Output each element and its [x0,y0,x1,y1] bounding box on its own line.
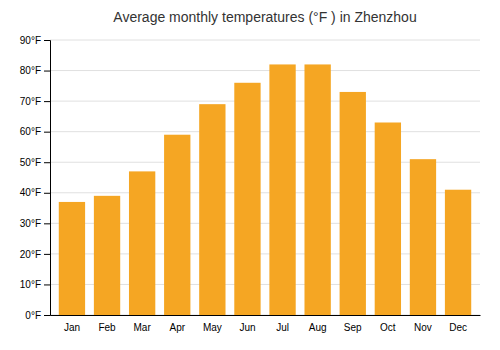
tick: Jul [276,322,289,333]
tick: 60°F [20,126,50,137]
y-axis: 0°F 10°F 20°F 30°F 40°F 50°F 60°F 70°F 80°F 90°F [20,35,51,321]
bar [94,196,120,315]
tick-label: May [203,322,222,333]
tick-mark [44,162,50,163]
bar [164,135,190,315]
tick-label: 20°F [20,249,41,260]
tick-label: Apr [169,322,185,333]
axis-domain [44,41,51,316]
tick-label: 60°F [20,126,41,137]
tick-label: Sep [344,322,362,333]
tick-mark [44,193,50,194]
tick: 0°F [25,310,50,321]
grid [50,40,480,315]
tick: Feb [98,322,116,333]
bar [340,92,366,315]
tick: 80°F [20,65,50,76]
tick: Dec [449,322,467,333]
tick: Aug [309,322,327,333]
tick: Jan [64,322,80,333]
tick: Jun [239,322,255,333]
tick: 70°F [20,96,50,107]
bar [410,159,436,315]
tick-label: Jan [64,322,80,333]
grid-line [50,101,480,102]
tick-mark [44,40,50,41]
tick: 10°F [20,279,50,290]
grid-line [50,131,480,132]
tick-label: Nov [414,322,432,333]
title: Average monthly temperatures (°F ) in Zh… [113,9,416,25]
tick-label: Mar [134,322,152,333]
tick-label: 90°F [20,35,41,46]
bar [234,83,260,315]
axis-domain [51,315,481,316]
tick: Nov [414,322,432,333]
tick-label: Dec [449,322,467,333]
tick-mark [44,132,50,133]
tick: 40°F [20,187,50,198]
tick-label: 0°F [25,310,41,321]
bar [59,202,85,315]
tick-mark [44,101,50,102]
tick-label: 80°F [20,65,41,76]
tick: Oct [380,322,396,333]
tick: Apr [169,322,185,333]
bars [59,64,471,315]
tick-label: Feb [98,322,116,333]
tick-label: 30°F [20,218,41,229]
tick-mark [44,284,50,285]
tick: Mar [134,322,152,333]
tick-mark [44,254,50,255]
chart: 0°F 10°F 20°F 30°F 40°F 50°F 60°F 70°F 80°F 90°F J… [0,0,500,350]
bar [375,123,401,316]
tick: 20°F [20,249,50,260]
bar [269,64,295,315]
chart-container: 0°F 10°F 20°F 30°F 40°F 50°F 60°F 70°F 80°F 90°F J… [0,0,500,350]
tick-label: Jul [276,322,289,333]
bar [445,190,471,315]
tick-label: Aug [309,322,327,333]
tick-label: 40°F [20,187,41,198]
tick: 50°F [20,157,50,168]
tick-mark [44,71,50,72]
tick-label: Jun [239,322,255,333]
grid-line [50,40,480,41]
bar [129,171,155,315]
bar [304,64,330,315]
tick-mark [44,223,50,224]
tick-label: 10°F [20,279,41,290]
x-axis: Jan Feb Mar Apr May Jun Jul Aug Sep Oct Nov Dec [51,316,481,334]
tick: 90°F [20,35,50,46]
tick-label: 50°F [20,157,41,168]
tick: Sep [344,322,362,333]
tick: May [203,322,222,333]
grid-line [50,70,480,71]
tick-label: 70°F [20,96,41,107]
tick: 30°F [20,218,50,229]
tick-label: Oct [380,322,396,333]
bar [199,104,225,315]
tick-mark [44,315,50,316]
